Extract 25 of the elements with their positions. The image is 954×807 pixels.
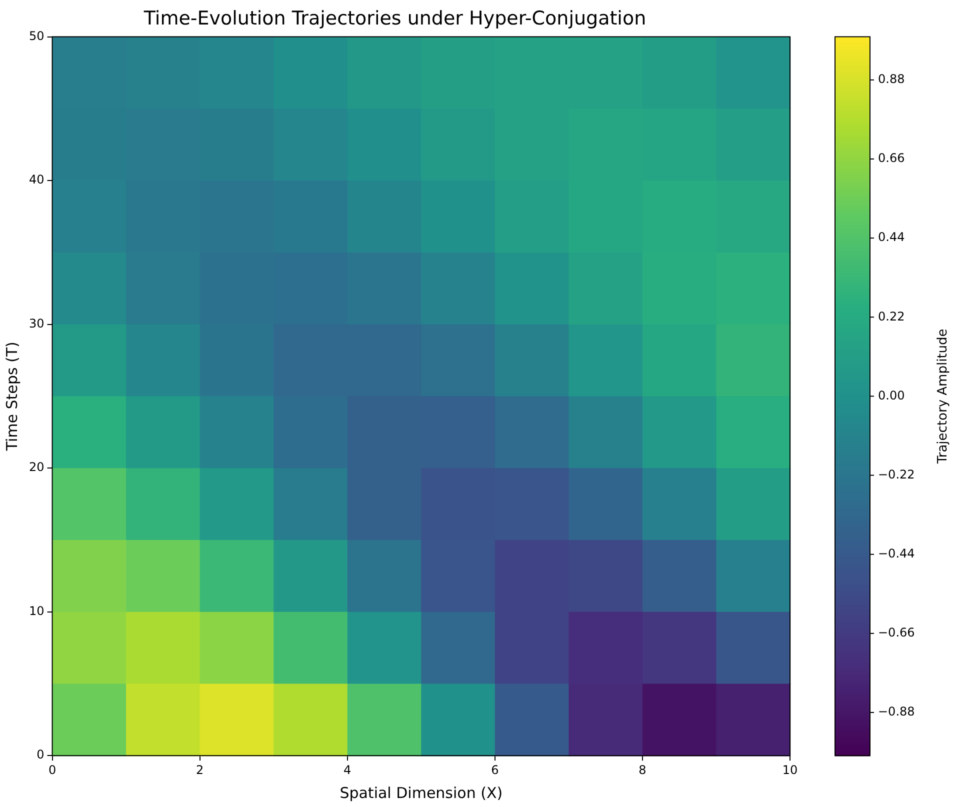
color-bar-label: −0.88 bbox=[878, 704, 915, 719]
x-tick-label: 0 bbox=[48, 762, 56, 777]
x-axis-title: Spatial Dimension (X) bbox=[340, 784, 503, 802]
color-bar-label: 0.44 bbox=[878, 230, 905, 244]
y-tick-label: 30 bbox=[28, 316, 44, 330]
x-tick-label: 4 bbox=[344, 762, 352, 777]
color-bar-label: 0.88 bbox=[878, 72, 905, 86]
y-axis-title: Time Steps (T) bbox=[2, 342, 21, 452]
color-bar-label: −0.22 bbox=[878, 467, 915, 482]
x-tick-label: 8 bbox=[638, 762, 646, 777]
chart-title: Time-Evolution Trajectories under Hyper-Conjugation bbox=[142, 7, 646, 30]
color-bar-label: −0.44 bbox=[878, 546, 915, 560]
color-bar-title: Trajectory Amplitude bbox=[935, 328, 950, 465]
x-tick-label: 10 bbox=[782, 762, 798, 777]
color-bar-label: 0.66 bbox=[878, 151, 905, 166]
y-tick-label: 20 bbox=[28, 460, 44, 474]
x-tick-label: 2 bbox=[196, 762, 204, 777]
y-tick-label: 50 bbox=[28, 28, 44, 43]
y-tick-label: 0 bbox=[36, 748, 44, 762]
x-tick-label: 6 bbox=[491, 762, 499, 777]
color-bar-label: 0.22 bbox=[878, 309, 905, 324]
color-bar-label: −0.66 bbox=[878, 626, 915, 640]
color-bar-label: 0.00 bbox=[878, 388, 905, 402]
y-tick-label: 10 bbox=[28, 604, 44, 618]
y-tick-label: 40 bbox=[28, 172, 44, 187]
